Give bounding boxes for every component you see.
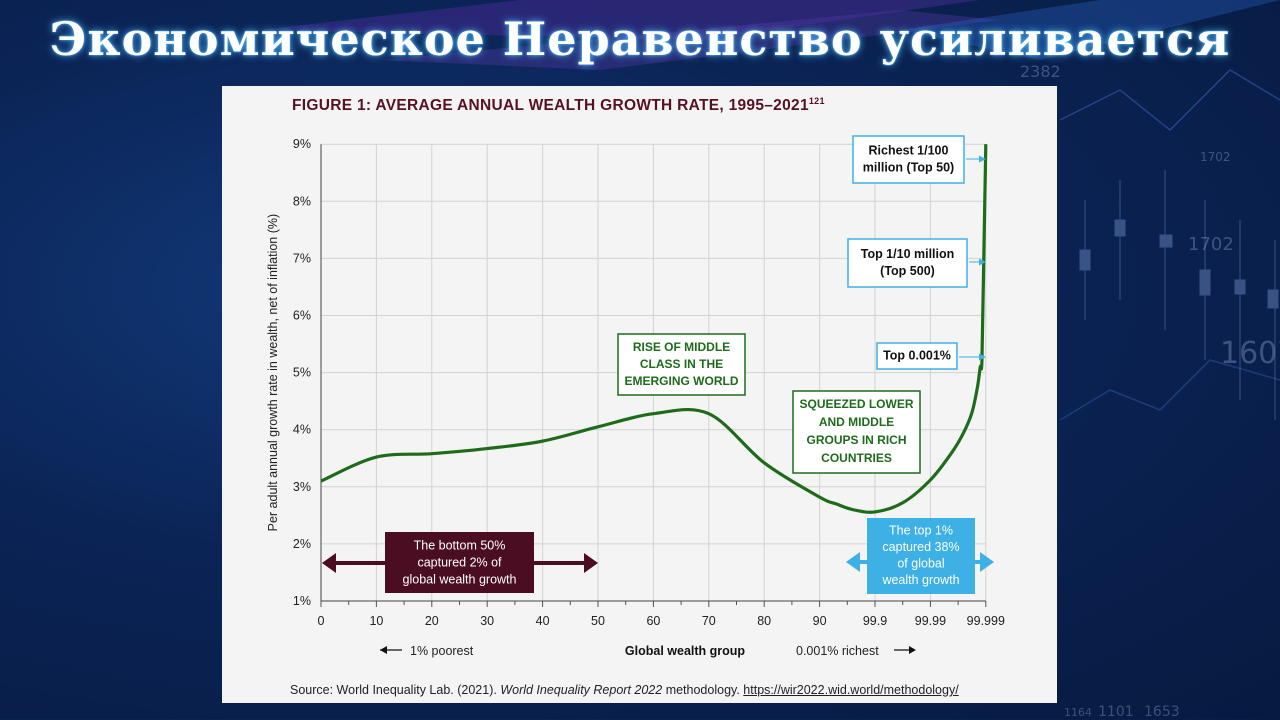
x-right-note: 0.001% richest xyxy=(796,644,879,658)
top1-text: of global xyxy=(897,557,944,571)
x-tick-label: 10 xyxy=(369,614,383,628)
top1-text: The top 1% xyxy=(889,524,953,538)
callout-richest-text: Richest 1/100 xyxy=(869,143,949,157)
callout-top0001-text: Top 0.001% xyxy=(883,348,951,362)
bottom50-arrowhead-left xyxy=(322,553,336,573)
annotation-squeezed: SQUEEZED LOWER xyxy=(799,397,913,411)
y-tick-label: 6% xyxy=(293,309,311,323)
figure-title: FIGURE 1: AVERAGE ANNUAL WEALTH GROWTH R… xyxy=(292,96,825,115)
bottom50-text: global wealth growth xyxy=(403,572,517,586)
callout-top0001-pointer-head xyxy=(979,353,986,361)
x-tick-label: 0 xyxy=(318,614,325,628)
callout-top0001-box xyxy=(876,342,958,370)
annotation-rise: RISE OF MIDDLE xyxy=(633,340,730,354)
decor-number: 1607 xyxy=(1220,336,1280,371)
y-tick-label: 3% xyxy=(293,480,311,494)
top1-text: captured 38% xyxy=(882,540,959,554)
x-tick-label: 80 xyxy=(757,614,771,628)
x-axis-label: Global wealth group xyxy=(625,644,746,658)
y-tick-label: 7% xyxy=(293,251,311,265)
top1-arrowhead-left xyxy=(846,552,860,572)
x-tick-label: 99.9 xyxy=(863,614,887,628)
decor-number: 1164 xyxy=(1064,706,1092,719)
bottom50-text: captured 2% of xyxy=(417,555,502,569)
decor-number: 2382 xyxy=(1020,62,1061,81)
x-tick-label: 50 xyxy=(591,614,605,628)
bottom50-text: The bottom 50% xyxy=(414,538,506,552)
x-tick-label: 99.999 xyxy=(967,614,1005,628)
decor-number: 1101 xyxy=(1098,704,1134,720)
callout-richest-box xyxy=(852,135,965,184)
x-tick-label: 40 xyxy=(536,614,550,628)
y-tick-label: 2% xyxy=(293,537,311,551)
y-tick-label: 9% xyxy=(293,137,311,151)
y-tick-label: 4% xyxy=(293,423,311,437)
x-left-arrowhead xyxy=(380,646,387,654)
decor-number: 1702 xyxy=(1200,150,1231,164)
source-link[interactable]: https://wir2022.wid.world/methodology/ xyxy=(743,683,959,697)
wealth-growth-line xyxy=(320,144,988,514)
top1-text: wealth growth xyxy=(881,573,959,587)
x-tick-label: 30 xyxy=(480,614,494,628)
callout-richest-text: million (Top 50) xyxy=(863,160,954,174)
decor-number: 1702 xyxy=(1188,234,1234,255)
source-note: Source: World Inequality Lab. (2021). Wo… xyxy=(290,683,959,697)
top1-box xyxy=(867,518,975,594)
callout-top500-box xyxy=(847,238,968,288)
callout-top500-text: Top 1/10 million xyxy=(861,247,955,261)
y-tick-label: 8% xyxy=(293,194,311,208)
y-tick-label: 5% xyxy=(293,366,311,380)
decor-number: 1653 xyxy=(1144,704,1180,720)
x-tick-label: 99.99 xyxy=(915,614,946,628)
annotation-squeezed: AND MIDDLE xyxy=(819,415,894,429)
annotation-squeezed: COUNTRIES xyxy=(821,451,892,465)
top1-arrowhead-right xyxy=(980,552,994,572)
x-tick-label: 70 xyxy=(702,614,716,628)
x-left-note: 1% poorest xyxy=(410,644,474,658)
annotation-box-squeezed xyxy=(792,390,921,474)
x-tick-label: 90 xyxy=(813,614,827,628)
x-tick-label: 20 xyxy=(425,614,439,628)
callout-top500-text: (Top 500) xyxy=(880,264,935,278)
y-axis-label: Per adult annual growth rate in wealth, … xyxy=(266,214,280,532)
annotation-box-rise xyxy=(617,333,746,396)
annotation-rise: EMERGING WORLD xyxy=(625,374,739,388)
x-right-arrowhead xyxy=(909,646,916,654)
annotation-squeezed: GROUPS IN RICH xyxy=(806,433,906,447)
bottom50-arrowhead-right xyxy=(584,553,598,573)
figure-panel: FIGURE 1: AVERAGE ANNUAL WEALTH GROWTH R… xyxy=(222,86,1057,703)
y-tick-label: 1% xyxy=(293,594,311,608)
callout-richest-pointer-head xyxy=(979,155,986,163)
bottom50-box xyxy=(385,532,534,593)
chart: 1% 2% 3% 4% 5% 6% 7% 8% 9% 0 10 20 30 40 50 60 70 80 90 99.… xyxy=(266,135,1005,658)
annotation-rise: CLASS IN THE xyxy=(640,357,723,371)
callout-top500-pointer-head xyxy=(979,258,986,266)
x-tick-label: 60 xyxy=(646,614,660,628)
slide-title: Экономическое Неравенство усиливается xyxy=(49,12,1231,66)
